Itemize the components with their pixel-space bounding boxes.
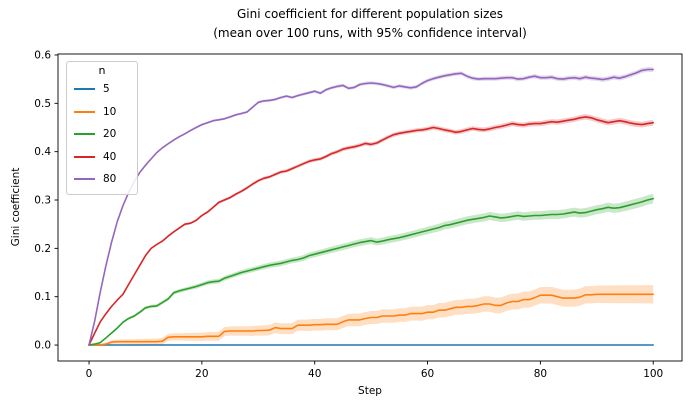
line-n-20 xyxy=(88,197,654,346)
legend-item-n-40: 40 xyxy=(74,146,130,169)
legend-item-n-10: 10 xyxy=(74,101,130,124)
legend-item-n-20: 20 xyxy=(74,123,130,146)
x-tick-label: 60 xyxy=(421,368,434,380)
legend-item-n-80: 80 xyxy=(74,168,130,191)
x-tick-label: 20 xyxy=(195,368,208,380)
chart-title-block: Gini coefficient for different populatio… xyxy=(58,5,682,43)
axes-spines xyxy=(57,53,683,362)
y-tick-label: 0.6 xyxy=(34,49,51,61)
legend-item-label: 10 xyxy=(103,105,117,118)
y-tick-label: 0.3 xyxy=(34,195,51,207)
y-tick-label: 0.5 xyxy=(34,98,51,110)
chart-subtitle: (mean over 100 runs, with 95% confidence… xyxy=(213,26,527,40)
y-tick-label: 0.1 xyxy=(34,291,51,303)
y-tick-label: 0.0 xyxy=(34,340,51,352)
legend-line-swatch xyxy=(74,178,95,181)
legend-item-label: 40 xyxy=(103,150,117,163)
x-tick-label: 100 xyxy=(643,368,663,380)
y-tick-label: 0.4 xyxy=(34,146,51,158)
x-axis-label: Step xyxy=(358,385,382,397)
line-n-10 xyxy=(88,293,654,346)
y-axis-label: Gini coefficient xyxy=(10,167,22,247)
line-n-40 xyxy=(88,116,654,346)
legend-line-swatch xyxy=(74,133,95,136)
legend-line-swatch xyxy=(74,88,95,91)
legend-item-n-5: 5 xyxy=(74,78,130,101)
confidence-band-n-20 xyxy=(89,193,654,345)
legend-item-label: 80 xyxy=(103,173,117,186)
y-tick-label: 0.2 xyxy=(34,243,51,255)
confidence-band-n-40 xyxy=(89,114,654,345)
legend-title: n xyxy=(98,64,106,77)
legend: n 5 10 20 40 80 xyxy=(66,61,138,195)
legend-item-label: 5 xyxy=(103,83,110,96)
legend-line-swatch xyxy=(74,110,95,113)
legend-rows: 5 10 20 40 80 xyxy=(74,78,130,191)
legend-line-swatch xyxy=(74,155,95,158)
line-n-80 xyxy=(88,68,654,346)
x-tick-label: 80 xyxy=(534,368,547,380)
legend-item-label: 20 xyxy=(103,128,117,141)
x-tick-label: 40 xyxy=(308,368,321,380)
x-tick-label: 0 xyxy=(86,368,93,380)
chart-title: Gini coefficient for different populatio… xyxy=(236,7,504,21)
